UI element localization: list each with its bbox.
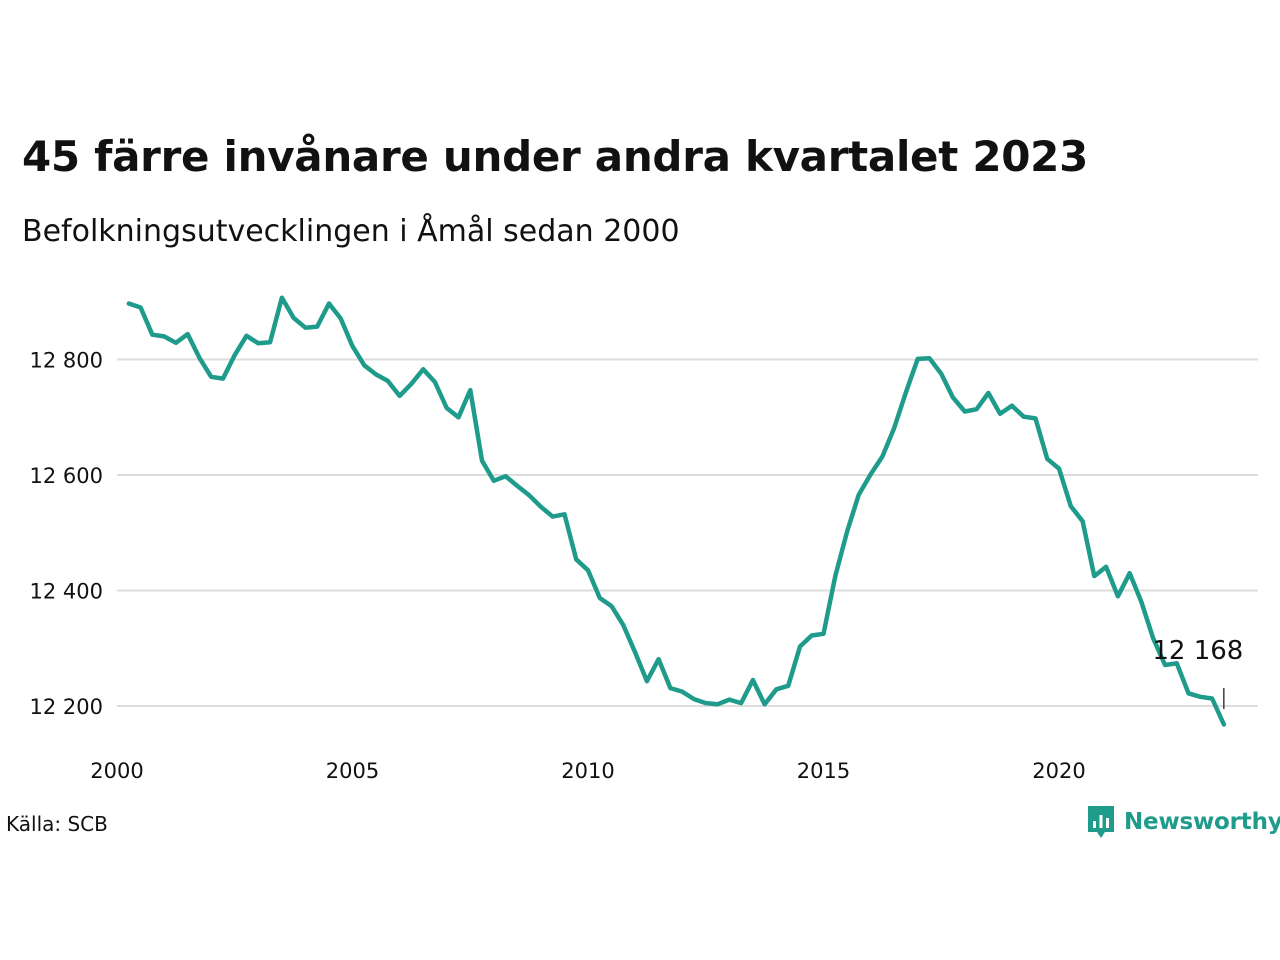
chart-subtitle: Befolkningsutvecklingen i Åmål sedan 200… (22, 214, 680, 249)
annotation-label: 12 168 (1152, 636, 1243, 666)
y-axis-ticks: 12 200 12 400 12 600 12 800 (30, 349, 103, 720)
x-tick-label: 2020 (1032, 759, 1085, 783)
series-line (126, 295, 1227, 727)
chart-title: 45 färre invånare under andra kvartalet … (22, 132, 1089, 181)
y-tick-label: 12 600 (30, 464, 103, 488)
x-tick-label: 2010 (561, 759, 614, 783)
x-axis-ticks: 2000 2005 2010 2015 2020 (90, 759, 1085, 783)
source-label: Källa: SCB (6, 812, 108, 836)
y-tick-label: 12 400 (30, 580, 103, 604)
x-tick-label: 2000 (90, 759, 143, 783)
x-tick-label: 2005 (326, 759, 379, 783)
x-tick-label: 2015 (797, 759, 850, 783)
gridlines (117, 358, 1258, 707)
brand-logo: Newsworthy (1086, 802, 1280, 842)
newsworthy-logo-icon (1088, 806, 1114, 838)
y-tick-label: 12 800 (30, 349, 103, 373)
brand-name: Newsworthy (1124, 809, 1280, 835)
y-tick-label: 12 200 (30, 695, 103, 719)
